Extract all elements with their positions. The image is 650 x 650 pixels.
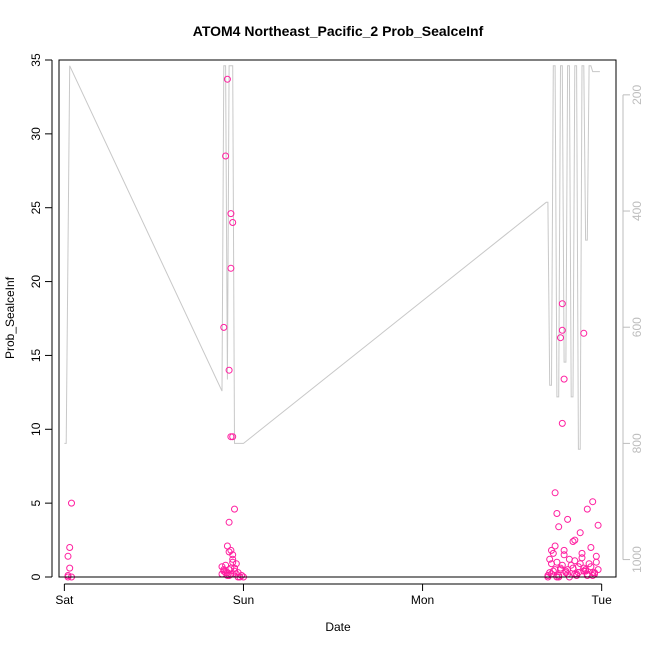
data-point — [573, 572, 581, 579]
data-point — [571, 536, 579, 544]
y-tick-label: 10 — [29, 422, 43, 436]
data-point — [66, 564, 74, 572]
y-tick-label: 15 — [29, 348, 43, 362]
data-point — [225, 518, 233, 526]
scatter-series — [64, 75, 602, 581]
y-tick-label: 25 — [29, 201, 43, 215]
y-axis-label: Prob_SealceInf — [3, 276, 17, 359]
data-point — [582, 567, 590, 575]
secondary-line-series — [64, 65, 600, 450]
data-point — [549, 567, 557, 575]
data-point — [232, 560, 240, 568]
x-axis: Sat Sun Mon Tue — [55, 583, 613, 607]
data-point — [576, 529, 584, 537]
y-tick-label: 35 — [29, 53, 43, 67]
data-point — [587, 544, 595, 551]
data-point — [231, 564, 238, 572]
data-point — [583, 505, 591, 513]
data-point — [560, 375, 568, 383]
plot-frame — [58, 59, 617, 578]
data-point — [234, 569, 242, 577]
data-point — [564, 515, 572, 523]
x-tick-label: Sun — [233, 593, 254, 607]
data-point — [66, 544, 74, 551]
data-point — [227, 210, 235, 218]
data-point — [546, 555, 554, 563]
data-point — [231, 505, 238, 513]
data-point — [564, 566, 572, 574]
secondary-y-tick-label: 600 — [630, 317, 644, 337]
x-tick-label: Sat — [55, 593, 74, 607]
data-point — [227, 546, 235, 554]
data-point — [565, 555, 573, 563]
data-point — [551, 542, 559, 550]
data-point — [589, 498, 597, 506]
x-axis-label: Date — [325, 620, 351, 634]
x-tick-label: Mon — [411, 593, 434, 607]
data-point — [549, 549, 557, 557]
data-point — [578, 549, 586, 557]
secondary-y-tick-label: 1000 — [630, 546, 644, 573]
chart-title: ATOM4 Northeast_Pacific_2 Prob_SealceInf — [193, 23, 484, 39]
data-point — [557, 566, 564, 574]
data-point — [229, 551, 237, 559]
data-point — [594, 521, 602, 529]
data-point — [220, 567, 228, 575]
data-point — [569, 538, 577, 545]
data-point — [227, 264, 235, 272]
data-point — [553, 510, 561, 517]
data-point — [229, 433, 237, 441]
data-point — [64, 572, 72, 579]
secondary-y-tick-label: 800 — [630, 433, 644, 453]
data-point — [592, 558, 600, 566]
y-tick-label: 0 — [29, 573, 43, 580]
data-point — [68, 499, 75, 507]
data-point — [218, 563, 226, 571]
data-point — [574, 563, 582, 571]
data-point — [223, 75, 231, 83]
data-point — [560, 551, 568, 559]
data-point — [578, 554, 586, 562]
data-point — [229, 555, 237, 563]
data-point — [557, 334, 564, 342]
data-point — [222, 152, 230, 160]
data-point — [546, 569, 554, 577]
y-tick-label: 30 — [29, 127, 43, 141]
x-tick-label: Tue — [592, 593, 613, 607]
y-tick-label: 20 — [29, 275, 43, 289]
data-point — [558, 419, 566, 427]
data-point — [558, 326, 566, 334]
data-point — [551, 489, 559, 497]
data-point — [594, 566, 602, 574]
secondary-y-tick-label: 200 — [630, 85, 644, 105]
data-point — [560, 546, 568, 554]
y-tick-label: 5 — [29, 499, 43, 506]
data-point — [585, 560, 593, 568]
data-point — [220, 323, 228, 331]
data-point — [558, 300, 566, 308]
data-point — [225, 366, 233, 374]
data-point — [555, 523, 563, 531]
secondary-y-tick-label: 400 — [630, 201, 644, 221]
data-point — [548, 560, 555, 568]
data-point — [64, 552, 72, 560]
data-point — [223, 572, 231, 579]
data-point — [580, 329, 588, 337]
y-axis: 0 5 10 15 20 25 30 35 — [29, 53, 53, 580]
secondary-line — [64, 65, 600, 450]
data-point — [229, 219, 237, 226]
secondary-y-axis: 200 400 600 800 1000 — [622, 85, 644, 573]
